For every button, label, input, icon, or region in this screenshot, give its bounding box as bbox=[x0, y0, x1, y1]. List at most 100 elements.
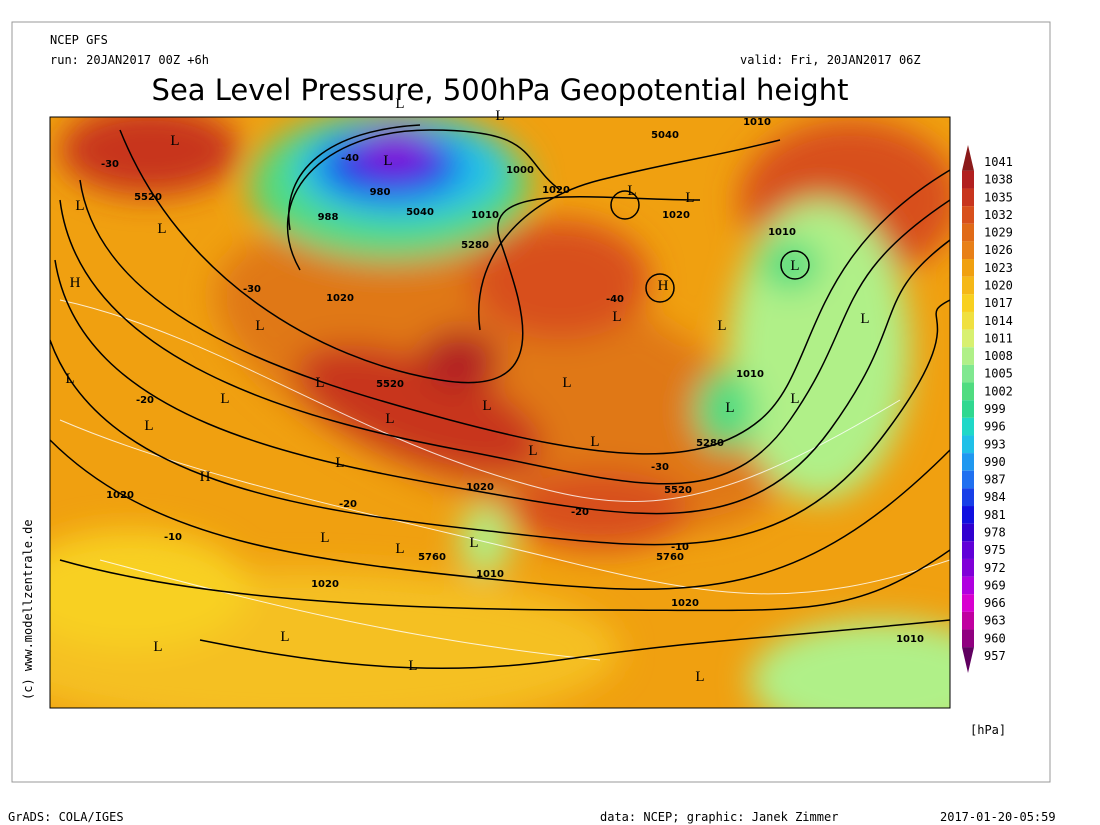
legend-swatch bbox=[962, 223, 974, 242]
contour-label: 980 bbox=[370, 187, 391, 198]
legend-label: 1017 bbox=[984, 296, 1013, 310]
legend-label: 1014 bbox=[984, 314, 1013, 328]
contour-label: 1010 bbox=[736, 369, 764, 380]
legend-label: 978 bbox=[984, 526, 1006, 540]
pressure-center: H bbox=[658, 278, 669, 294]
contour-label: 5760 bbox=[418, 552, 446, 563]
pressure-center: L bbox=[627, 183, 636, 199]
legend-label: 1008 bbox=[984, 349, 1013, 363]
contour-label: 1020 bbox=[311, 579, 339, 590]
footer-left: GrADS: COLA/IGES bbox=[8, 810, 124, 824]
pressure-center: H bbox=[200, 469, 211, 485]
contour-label: 1010 bbox=[471, 210, 499, 221]
pressure-center: L bbox=[280, 629, 289, 645]
legend-swatch bbox=[962, 629, 974, 648]
model: NCEP GFS bbox=[50, 33, 108, 47]
pressure-center: L bbox=[590, 434, 599, 450]
footer-right: 2017-01-20-05:59 bbox=[940, 810, 1056, 824]
legend-swatch bbox=[962, 241, 974, 260]
pressure-center: L bbox=[717, 318, 726, 334]
legend-swatch bbox=[962, 294, 974, 312]
contour-label: 5280 bbox=[461, 240, 489, 251]
contour-label: 5520 bbox=[376, 379, 404, 390]
contour-label: 1010 bbox=[896, 634, 924, 645]
pressure-center: L bbox=[315, 375, 324, 391]
legend-swatch bbox=[962, 506, 974, 524]
pressure-center: L bbox=[383, 153, 392, 169]
contour-label: -40 bbox=[606, 294, 624, 305]
pressure-center: L bbox=[860, 311, 869, 327]
legend-label: 975 bbox=[984, 543, 1006, 557]
pressure-center: L bbox=[220, 391, 229, 407]
pressure-center: L bbox=[153, 639, 162, 655]
unit: [hPa] bbox=[970, 723, 1006, 737]
legend-label: 1026 bbox=[984, 243, 1013, 257]
contour-label: 1020 bbox=[106, 490, 134, 501]
footer-center: data: NCEP; graphic: Janek Zimmer bbox=[600, 810, 838, 824]
legend-swatch bbox=[962, 311, 974, 330]
contour-label: 1020 bbox=[466, 482, 494, 493]
legend-swatch bbox=[962, 259, 974, 277]
legend-swatch bbox=[962, 647, 974, 673]
pressure-center: L bbox=[65, 371, 74, 387]
legend: 1041 1038 1035 1032 1029 1026 1023 1020 1017 1014… bbox=[962, 145, 1013, 673]
legend-swatch bbox=[962, 382, 974, 401]
contour-label: 5520 bbox=[134, 192, 162, 203]
pressure-center: L bbox=[157, 221, 166, 237]
pressure-center: L bbox=[335, 455, 344, 471]
legend-label: 957 bbox=[984, 649, 1006, 663]
legend-label: 984 bbox=[984, 490, 1006, 504]
legend-swatch bbox=[962, 470, 974, 489]
contour-label: 1010 bbox=[768, 227, 796, 238]
legend-swatch bbox=[962, 347, 974, 365]
pressure-center: L bbox=[320, 530, 329, 546]
legend-swatch bbox=[962, 276, 974, 295]
valid: valid: Fri, 20JAN2017 06Z bbox=[740, 53, 921, 67]
legend-label: 999 bbox=[984, 402, 1006, 416]
pressure-center: L bbox=[469, 535, 478, 551]
legend-label: 1005 bbox=[984, 367, 1013, 381]
pressure-center: H bbox=[70, 275, 81, 291]
legend-swatch bbox=[962, 611, 974, 630]
legend-swatch bbox=[962, 145, 974, 171]
legend-swatch bbox=[962, 523, 974, 542]
copyright: (c) www.modellzentrale.de bbox=[21, 519, 35, 700]
contour-label: 1010 bbox=[743, 117, 771, 128]
legend-swatch bbox=[962, 329, 974, 348]
contour-label: 1000 bbox=[506, 165, 534, 176]
legend-swatch bbox=[962, 400, 974, 418]
contour-label: -30 bbox=[101, 159, 119, 170]
legend-label: 1020 bbox=[984, 279, 1013, 293]
legend-label: 966 bbox=[984, 596, 1006, 610]
legend-swatch bbox=[962, 488, 974, 507]
contour-label: 5040 bbox=[651, 130, 679, 141]
legend-swatch bbox=[962, 558, 974, 577]
contour-label: -30 bbox=[651, 462, 669, 473]
pressure-center: L bbox=[255, 318, 264, 334]
pressure-center: L bbox=[685, 190, 694, 206]
pressure-center: L bbox=[562, 375, 571, 391]
contour-label: 1020 bbox=[662, 210, 690, 221]
pressure-center: L bbox=[75, 198, 84, 214]
legend-swatch bbox=[962, 206, 974, 224]
contour-label: 5520 bbox=[664, 485, 692, 496]
legend-label: 1011 bbox=[984, 331, 1013, 345]
legend-swatch bbox=[962, 453, 974, 471]
legend-label: 969 bbox=[984, 578, 1006, 592]
contour-label: 1020 bbox=[326, 293, 354, 304]
title: Sea Level Pressure, 500hPa Geopotential … bbox=[152, 73, 849, 107]
legend-label: 996 bbox=[984, 420, 1006, 434]
pressure-center: L bbox=[395, 541, 404, 557]
contour-label: 5040 bbox=[406, 207, 434, 218]
legend-label: 1041 bbox=[984, 155, 1013, 169]
pressure-center: L bbox=[408, 658, 417, 674]
pressure-center: L bbox=[144, 418, 153, 434]
pressure-center: L bbox=[612, 309, 621, 325]
pressure-center: L bbox=[725, 400, 734, 416]
contour-label: 988 bbox=[318, 212, 339, 223]
legend-swatch bbox=[962, 417, 974, 436]
contour-label: -40 bbox=[341, 153, 359, 164]
legend-label: 987 bbox=[984, 473, 1006, 487]
legend-swatch bbox=[962, 188, 974, 207]
